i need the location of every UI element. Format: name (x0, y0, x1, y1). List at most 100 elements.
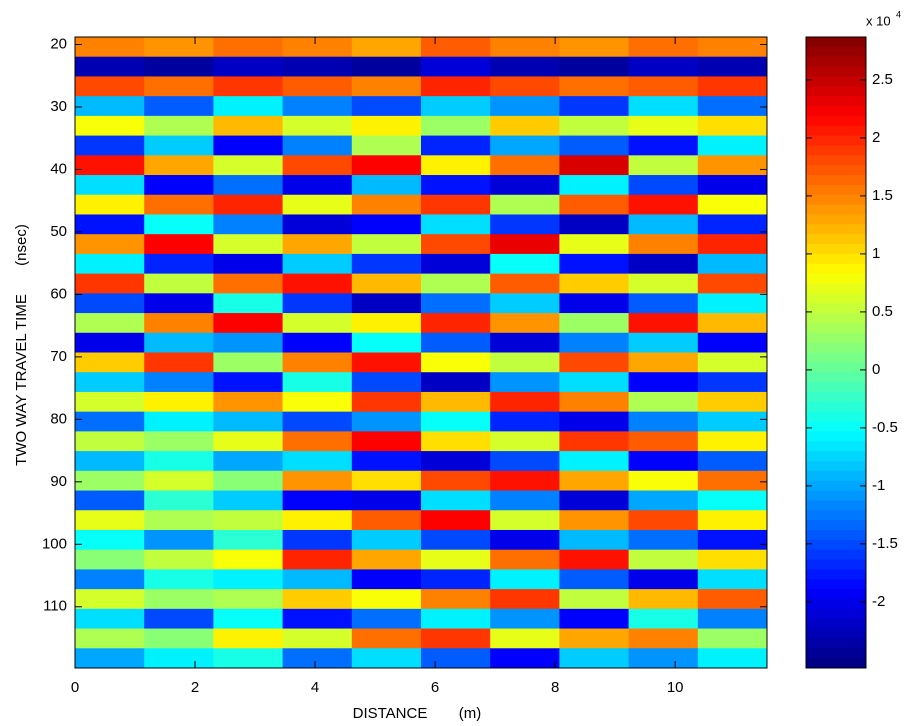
heat-cell (421, 569, 491, 590)
heat-cell (351, 56, 422, 77)
heat-cell (490, 313, 560, 334)
heat-cell (421, 37, 491, 58)
heat-cell (213, 569, 284, 590)
heat-cell (75, 115, 145, 137)
heat-cell (351, 510, 422, 531)
heat-cell (75, 37, 145, 58)
heat-cell (213, 332, 284, 353)
heat-cell (213, 135, 284, 156)
heat-cell (628, 115, 699, 137)
heat-cell (628, 155, 699, 176)
heat-cell (490, 431, 560, 452)
heat-cell (213, 589, 284, 610)
heat-cell (697, 194, 768, 215)
heat-cell (490, 648, 560, 669)
heat-cell (351, 352, 422, 373)
heat-cell (490, 293, 560, 314)
heat-cell (559, 273, 630, 294)
heat-cell (628, 470, 699, 492)
colorbar-step (806, 608, 866, 620)
heat-cell (282, 37, 353, 58)
heat-cell (75, 529, 145, 551)
heat-cell (697, 37, 768, 58)
heat-cell (628, 194, 699, 215)
heatmap (75, 37, 768, 669)
heat-cell (213, 451, 284, 472)
heat-cell (421, 529, 491, 551)
heat-cell (421, 234, 491, 255)
heat-cell (628, 411, 699, 432)
heat-cell (213, 529, 284, 551)
colorbar-step (806, 460, 866, 472)
heat-cell (421, 648, 491, 669)
heat-cell (697, 293, 768, 314)
heat-cell (213, 273, 284, 294)
heat-cell (351, 431, 422, 452)
heat-cell (421, 293, 491, 314)
heat-cell (144, 194, 214, 215)
heat-cell (697, 529, 768, 551)
heat-cell (282, 549, 353, 570)
heat-cell (628, 529, 699, 551)
colorbar-step (806, 224, 866, 235)
heat-cell (351, 155, 422, 176)
heat-cell (282, 510, 353, 531)
heat-cell (490, 391, 560, 413)
heat-cell (144, 273, 214, 294)
heat-cell (628, 56, 699, 77)
heat-cell (144, 510, 214, 531)
colorbar-step (806, 500, 866, 511)
heat-cell (697, 648, 768, 669)
heat-cell (144, 628, 214, 649)
heat-cell (144, 155, 214, 176)
heat-cell (282, 569, 353, 590)
heat-cell (628, 37, 699, 58)
heat-cell (697, 155, 768, 176)
heat-cell (421, 332, 491, 353)
heat-cell (421, 313, 491, 334)
heat-cell (490, 372, 560, 393)
heat-cell (697, 589, 768, 610)
heat-cell (351, 175, 422, 196)
heat-cell (421, 451, 491, 472)
colorbar-step (806, 76, 866, 87)
y-tick-label: 60 (50, 285, 67, 302)
heat-cell (628, 96, 699, 117)
heat-cell (213, 628, 284, 649)
heat-cell (144, 135, 214, 156)
x-tick-label: 4 (311, 679, 319, 696)
heat-cell (144, 431, 214, 452)
heat-cell (628, 332, 699, 353)
colorbar-tick-label: 0.5 (872, 303, 893, 320)
heat-cell (213, 549, 284, 570)
heat-cell (75, 470, 145, 492)
heat-cell (282, 372, 353, 393)
colorbar-step (806, 194, 866, 206)
heat-cell (421, 411, 491, 432)
colorbar-step (806, 332, 866, 344)
heat-cell (75, 391, 145, 413)
heat-cell (144, 569, 214, 590)
heat-cell (282, 96, 353, 117)
colorbar-step (806, 135, 866, 146)
heat-cell (213, 411, 284, 432)
colorbar-step (806, 96, 866, 107)
heat-cell (144, 529, 214, 551)
heat-cell (75, 253, 145, 275)
heat-cell (75, 234, 145, 255)
heat-cell (213, 37, 284, 58)
heat-cell (490, 628, 560, 649)
colorbar-step (806, 263, 866, 275)
heat-cell (697, 431, 768, 452)
heat-cell (697, 76, 768, 97)
colorbar-step (806, 303, 866, 314)
heat-cell (490, 135, 560, 156)
heat-cell (421, 273, 491, 294)
heat-cell (351, 115, 422, 137)
colorbar-step (806, 37, 866, 48)
heat-cell (697, 175, 768, 196)
y-tick-label: 80 (50, 410, 67, 427)
heat-cell (559, 76, 630, 97)
heat-cell (421, 470, 491, 492)
colorbar-multiplier: x 10 (866, 13, 891, 28)
